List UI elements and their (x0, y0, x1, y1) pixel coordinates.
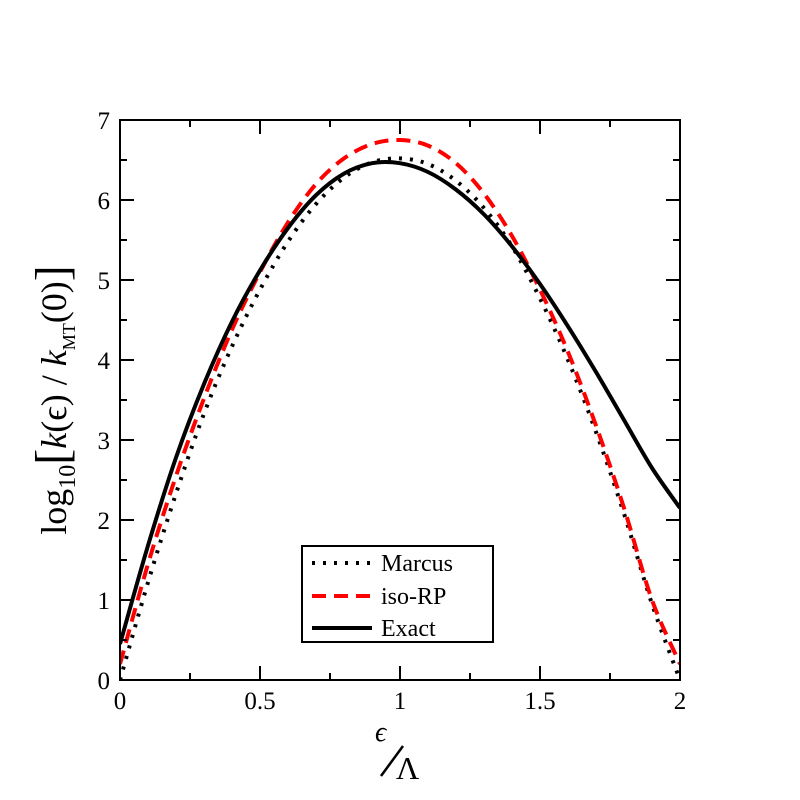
svg-text:log10[k(ϵ) / kMT(0)]: log10[k(ϵ) / kMT(0)] (26, 265, 81, 535)
legend-label-exact: Exact (381, 616, 436, 642)
series-line-exact (120, 160, 680, 645)
legend: Marcus iso-RP Exact (301, 545, 494, 643)
y-tick-label: 4 (98, 348, 111, 375)
y-label-close-bracket: ] (26, 265, 79, 281)
x-tick-label: 1.5 (524, 688, 555, 715)
y-tick-label: 3 (98, 428, 111, 455)
y-tick-label: 6 (98, 188, 111, 215)
y-tick-label: 1 (98, 588, 111, 615)
y-label-k: k (34, 432, 74, 449)
x-tick-label: 0.5 (244, 688, 275, 715)
y-label-open-bracket: [ (26, 449, 79, 465)
x-axis-label-denominator: Λ (396, 750, 419, 786)
x-axis-label-slash (379, 745, 405, 777)
y-axis-label: log10[k(ϵ) / kMT(0)] (26, 265, 81, 535)
y-label-slash: / (34, 366, 74, 394)
y-label-k-mt: k (34, 349, 74, 366)
y-tick-label: 7 (98, 108, 111, 135)
x-axis-label-numerator: ϵ (375, 717, 388, 748)
y-label-zero-arg: (0) (34, 281, 74, 323)
y-label-log: log (34, 489, 74, 535)
x-tick-label: 2 (674, 688, 687, 715)
legend-label-iso-rp: iso-RP (381, 584, 446, 610)
series-line-iso-rp (120, 137, 680, 665)
axis-ticks: 0 0.5 1 1.5 2 0 1 2 3 4 5 6 7 (98, 108, 687, 715)
x-axis-label: ϵ Λ (375, 717, 419, 786)
series-line-marcus (120, 156, 680, 680)
legend-label-marcus: Marcus (381, 551, 453, 577)
y-label-mt-subscript: MT (59, 323, 79, 350)
y-tick-label: 0 (98, 668, 111, 695)
y-tick-label: 5 (98, 268, 111, 295)
y-tick-label: 2 (98, 508, 111, 535)
y-label-log-subscript: 10 (55, 465, 81, 489)
y-label-eps-arg: (ϵ) (34, 394, 74, 433)
x-tick-label: 1 (394, 688, 407, 715)
x-tick-label: 0 (114, 688, 127, 715)
plot-area (120, 137, 680, 680)
